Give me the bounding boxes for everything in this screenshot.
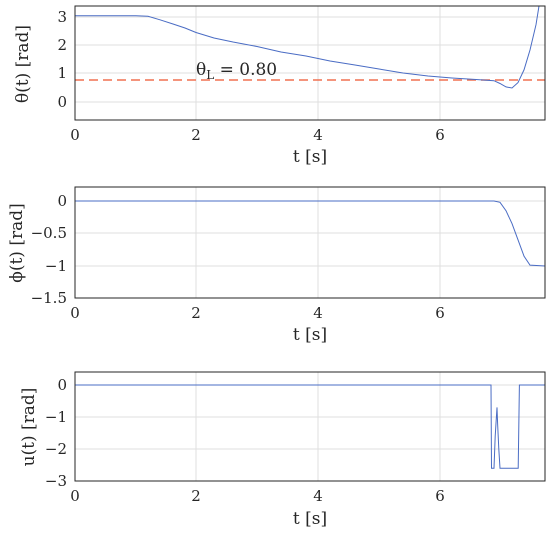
theta-series-line (75, 5, 540, 89)
phi-xtick-0: 0 (70, 304, 80, 322)
theta-xticks: 0 2 4 6 (70, 126, 445, 144)
phi-xlabel: t [s] (293, 325, 327, 345)
phi-ytick-m15: −1.5 (31, 289, 67, 307)
phi-ytick-m05: −0.5 (31, 224, 67, 242)
phi-xtick-2: 2 (191, 304, 201, 322)
u-xtick-6: 6 (435, 487, 445, 505)
phi-ytick-m1: −1 (45, 257, 67, 275)
theta-xtick-4: 4 (313, 126, 323, 144)
u-xtick-2: 2 (191, 487, 201, 505)
phi-xticks: 0 2 4 6 (70, 304, 445, 322)
phi-xtick-4: 4 (313, 304, 323, 322)
u-plot-area (74, 371, 546, 482)
u-ytick-m2: −2 (45, 440, 67, 458)
u-xticks: 0 2 4 6 (70, 487, 445, 505)
u-series-line (75, 384, 545, 469)
theta-xlabel: t [s] (293, 147, 327, 167)
theta-limit-annotation: θL = 0.80 (196, 60, 277, 82)
phi-panel: 0 2 4 6 0 −0.5 −1 −1.5 t [s] ϕ(t) [rad] (7, 186, 546, 345)
phi-series-line (75, 200, 546, 267)
theta-plot-area (74, 5, 546, 121)
u-panel: 0 2 4 6 0 −1 −2 −3 t [s] u(t) [rad] (19, 371, 546, 529)
theta-ylabel: θ(t) [rad] (13, 25, 33, 103)
u-ytick-m1: −1 (45, 408, 67, 426)
theta-ytick-3: 3 (57, 8, 67, 26)
phi-xtick-6: 6 (435, 304, 445, 322)
u-xlabel: t [s] (293, 509, 327, 529)
theta-xtick-0: 0 (70, 126, 80, 144)
phi-plot-area (74, 186, 546, 299)
u-ytick-0: 0 (57, 376, 67, 394)
u-ylabel: u(t) [rad] (19, 388, 39, 467)
u-xtick-4: 4 (313, 487, 323, 505)
u-yticks: 0 −1 −2 −3 (45, 376, 67, 490)
phi-yticks: 0 −0.5 −1 −1.5 (31, 192, 67, 307)
u-xtick-0: 0 (70, 487, 80, 505)
theta-panel: θL = 0.80 0 2 4 6 0 1 2 3 t [s] θ(t) [ra… (13, 5, 546, 167)
theta-xtick-6: 6 (435, 126, 445, 144)
theta-ytick-1: 1 (57, 64, 67, 82)
phi-ylabel: ϕ(t) [rad] (7, 203, 27, 283)
theta-xtick-2: 2 (191, 126, 201, 144)
theta-yticks: 0 1 2 3 (57, 8, 67, 111)
theta-ytick-2: 2 (57, 36, 67, 54)
u-ytick-m3: −3 (45, 472, 67, 490)
phi-ytick-0: 0 (57, 192, 67, 210)
theta-ytick-0: 0 (57, 93, 67, 111)
